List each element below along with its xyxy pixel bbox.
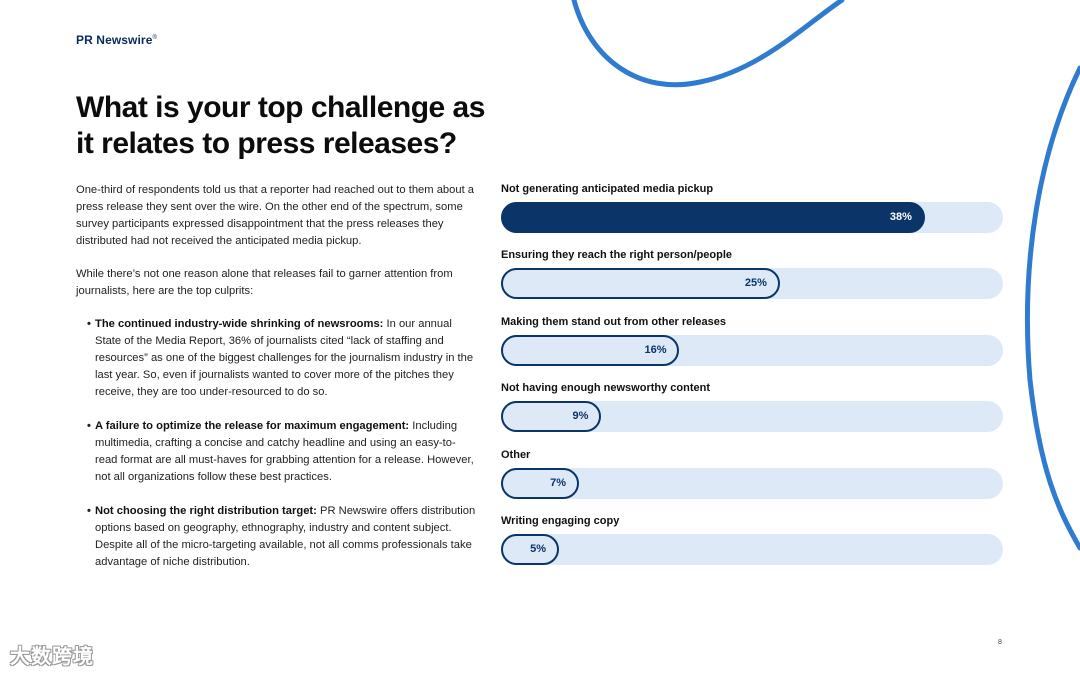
bar: 16% bbox=[501, 334, 680, 366]
bar-track: 16% bbox=[501, 334, 1003, 366]
list-item: The continued industry-wide shrinking of… bbox=[76, 316, 476, 401]
bullet-text: In our annual State of the Media Report,… bbox=[95, 318, 474, 398]
brand-trademark: ® bbox=[152, 35, 157, 41]
page-number: 8 bbox=[998, 639, 1002, 646]
bar: 7% bbox=[501, 467, 580, 499]
brand-logo: PR Newswire® bbox=[76, 33, 157, 47]
watermark-logo: 大数跨境 bbox=[10, 646, 94, 668]
bar-value-label: 38% bbox=[889, 211, 912, 223]
bar-category-label: Making them stand out from other release… bbox=[501, 315, 726, 328]
bar-track: 25% bbox=[501, 268, 1003, 300]
bar-group: Writing engaging copy 5% bbox=[501, 515, 1003, 575]
list-item: Not choosing the right distribution targ… bbox=[76, 503, 476, 571]
bar: 38% bbox=[501, 202, 925, 233]
bar-category-label: Ensuring they reach the right person/peo… bbox=[501, 249, 733, 262]
bar-group: Ensuring they reach the right person/peo… bbox=[501, 249, 1003, 309]
bar-category-label: Not having enough newsworthy content bbox=[501, 382, 710, 395]
bar: 9% bbox=[501, 401, 602, 433]
bullet-heading: Not choosing the right distribution targ… bbox=[95, 505, 317, 517]
bar: 25% bbox=[501, 268, 780, 300]
bar: 5% bbox=[501, 534, 559, 565]
bar-group: Not having enough newsworthy content 9% bbox=[501, 382, 1003, 442]
bar-value-label: 25% bbox=[744, 277, 767, 290]
bar-track: 9% bbox=[501, 401, 1003, 433]
list-item: A failure to optimize the release for ma… bbox=[76, 418, 476, 486]
intro-paragraph-2: While there’s not one reason alone that … bbox=[76, 268, 453, 297]
bullet-heading: A failure to optimize the release for ma… bbox=[95, 420, 410, 432]
bar-track: 38% bbox=[501, 202, 1003, 233]
bar-value-label: 7% bbox=[550, 476, 567, 489]
page-title: What is your top challenge as it relates… bbox=[76, 91, 485, 160]
bar-group: Not generating anticipated media pickup 3… bbox=[501, 183, 1003, 243]
bar-category-label: Other bbox=[501, 448, 531, 461]
bar-value-label: 9% bbox=[572, 410, 589, 423]
culprits-list: The continued industry-wide shrinking of… bbox=[76, 316, 476, 571]
bar-track: 5% bbox=[501, 534, 1003, 565]
bar-value-label: 5% bbox=[530, 543, 546, 555]
top-curve bbox=[571, 0, 845, 88]
bar-group: Making them stand out from other release… bbox=[501, 316, 1003, 376]
bar-group: Other 7% bbox=[501, 449, 1003, 509]
bar-track: 7% bbox=[501, 467, 1003, 499]
body-text: One-third of respondents told us that a … bbox=[76, 182, 476, 588]
bullet-text: Including multimedia, crafting a concise… bbox=[95, 420, 474, 483]
bullet-text: PR Newswire offers distribution options … bbox=[95, 505, 476, 568]
bullet-heading: The continued industry-wide shrinking of… bbox=[95, 318, 384, 330]
brand-name: PR Newswire bbox=[76, 33, 153, 47]
bar-category-label: Not generating anticipated media pickup bbox=[501, 183, 714, 195]
bar-category-label: Writing engaging copy bbox=[501, 515, 620, 527]
intro-paragraph-1: One-third of respondents told us that a … bbox=[76, 184, 475, 247]
right-curve bbox=[1024, 65, 1080, 551]
bar-value-label: 16% bbox=[644, 343, 667, 356]
